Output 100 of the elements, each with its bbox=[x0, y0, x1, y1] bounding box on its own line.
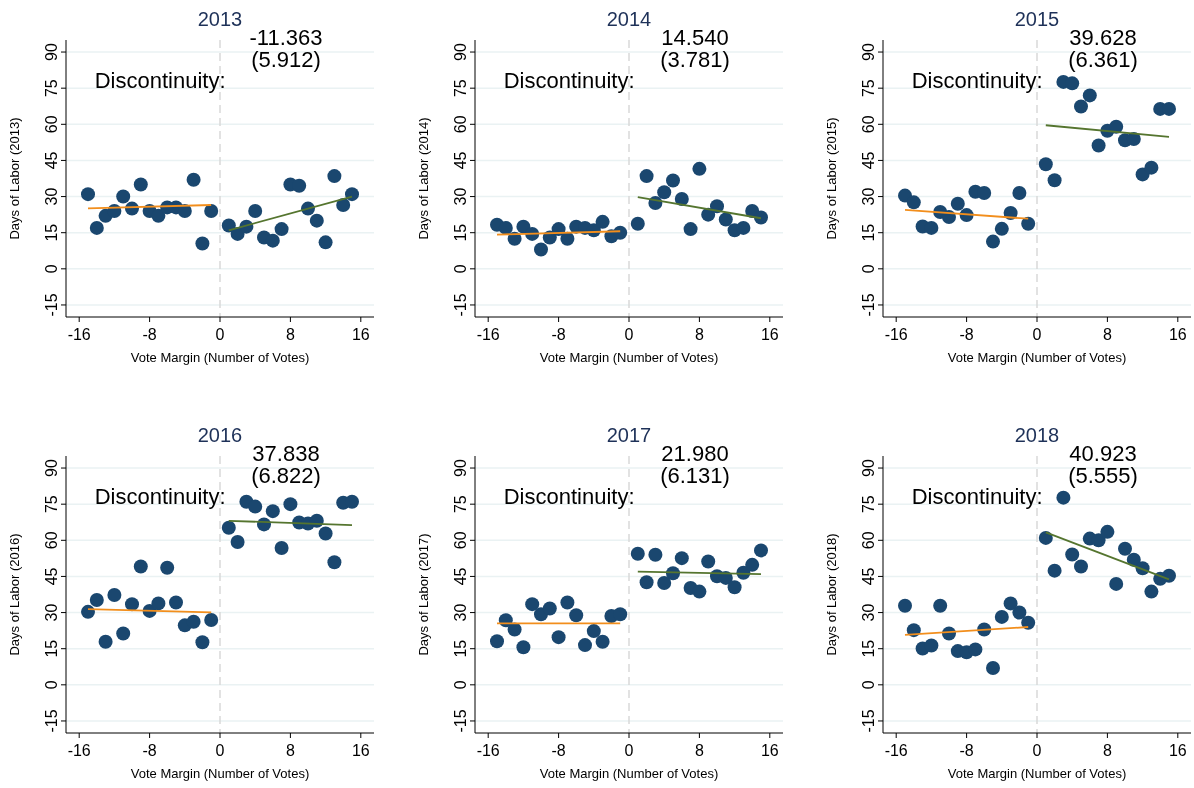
y-tick-label: 30 bbox=[860, 187, 877, 206]
y-axis-title: Days of Labor (2013) bbox=[7, 117, 22, 240]
y-axis-title: Days of Labor (2018) bbox=[824, 533, 839, 656]
x-tick-label: -8 bbox=[551, 326, 566, 343]
y-tick-label: -15 bbox=[43, 709, 60, 733]
point bbox=[98, 634, 113, 649]
point bbox=[986, 660, 1000, 675]
y-tick-label: 45 bbox=[43, 567, 60, 586]
x-tick-label: 8 bbox=[285, 742, 295, 759]
point bbox=[727, 580, 742, 595]
point bbox=[898, 598, 912, 613]
point bbox=[525, 597, 540, 612]
x-tick-label: 8 bbox=[1102, 326, 1112, 343]
annotation: Discontinuity: bbox=[94, 484, 226, 510]
y-tick-label: 0 bbox=[860, 264, 877, 274]
point bbox=[569, 608, 584, 623]
y-tick-label: 60 bbox=[43, 531, 60, 550]
point bbox=[657, 185, 672, 200]
point bbox=[1038, 530, 1053, 545]
x-tick-label: -16 bbox=[884, 326, 908, 343]
x-tick-label: 8 bbox=[1102, 742, 1112, 759]
y-tick-label: 30 bbox=[43, 187, 60, 206]
x-tick-label: 0 bbox=[624, 742, 634, 759]
point bbox=[151, 208, 166, 223]
point bbox=[195, 236, 210, 251]
point bbox=[516, 640, 531, 655]
y-tick-label: 15 bbox=[452, 223, 469, 242]
y-tick-label: 0 bbox=[860, 680, 877, 690]
point bbox=[1003, 596, 1018, 611]
point bbox=[309, 213, 324, 228]
y-tick-label: 75 bbox=[860, 495, 877, 514]
chart-title: 2017 bbox=[606, 424, 652, 446]
x-tick-label: -8 bbox=[959, 742, 974, 759]
point bbox=[1056, 490, 1071, 505]
point bbox=[1082, 88, 1097, 103]
point bbox=[186, 172, 201, 187]
y-tick-label: 0 bbox=[452, 680, 469, 690]
x-tick-label: -8 bbox=[142, 326, 157, 343]
x-tick-label: -16 bbox=[67, 326, 91, 343]
y-tick-label: 15 bbox=[452, 639, 469, 658]
y-tick-label: -15 bbox=[452, 293, 469, 317]
point bbox=[116, 189, 131, 204]
y-tick-label: 90 bbox=[860, 459, 877, 477]
x-tick-label: 0 bbox=[624, 326, 634, 343]
point bbox=[595, 214, 610, 229]
y-tick-label: 90 bbox=[43, 459, 60, 477]
point bbox=[169, 595, 183, 610]
point bbox=[754, 543, 768, 558]
point bbox=[906, 195, 921, 210]
x-tick-label: 0 bbox=[215, 326, 225, 343]
point bbox=[1047, 173, 1062, 188]
x-tick-label: -16 bbox=[884, 742, 908, 759]
point bbox=[116, 626, 131, 641]
point bbox=[1012, 185, 1027, 200]
point bbox=[204, 613, 219, 628]
y-axis-title: Days of Labor (2014) bbox=[416, 117, 431, 240]
y-tick-label: 75 bbox=[452, 79, 469, 98]
point bbox=[1021, 216, 1036, 231]
point bbox=[345, 494, 359, 509]
x-axis-title: Vote Margin (Number of Votes) bbox=[947, 350, 1127, 365]
point bbox=[327, 169, 342, 184]
x-tick-label: 0 bbox=[1032, 326, 1042, 343]
x-tick-label: 16 bbox=[760, 742, 779, 759]
x-tick-label: -16 bbox=[476, 326, 500, 343]
point bbox=[133, 177, 148, 192]
point bbox=[1109, 576, 1124, 591]
point bbox=[318, 235, 333, 250]
point bbox=[490, 634, 504, 649]
point bbox=[1021, 615, 1036, 630]
point bbox=[986, 234, 1000, 249]
point bbox=[1038, 157, 1053, 172]
point bbox=[1091, 138, 1106, 153]
point bbox=[1144, 584, 1159, 599]
y-tick-label: 0 bbox=[43, 680, 60, 690]
point bbox=[221, 520, 236, 535]
x-tick-label: 16 bbox=[351, 742, 370, 759]
x-tick-label: 8 bbox=[285, 326, 295, 343]
point bbox=[265, 504, 280, 519]
point bbox=[736, 220, 751, 235]
y-axis-title: Days of Labor (2017) bbox=[416, 533, 431, 656]
x-tick-label: -8 bbox=[551, 742, 566, 759]
point bbox=[336, 198, 351, 212]
point bbox=[292, 178, 307, 193]
point bbox=[692, 161, 707, 176]
point bbox=[754, 210, 768, 225]
chart-title: 2013 bbox=[197, 8, 243, 30]
point bbox=[613, 607, 628, 622]
y-tick-label: 90 bbox=[452, 43, 469, 61]
y-axis-title: Days of Labor (2015) bbox=[824, 117, 839, 240]
point bbox=[318, 526, 333, 541]
point bbox=[160, 560, 175, 575]
point bbox=[1162, 101, 1176, 116]
point bbox=[81, 187, 95, 202]
point bbox=[498, 220, 513, 235]
point bbox=[1012, 605, 1027, 620]
y-tick-label: 15 bbox=[860, 223, 877, 242]
point bbox=[274, 222, 289, 237]
annotation: Discontinuity: bbox=[503, 484, 635, 510]
y-tick-label: 60 bbox=[452, 531, 469, 550]
point bbox=[674, 551, 689, 566]
